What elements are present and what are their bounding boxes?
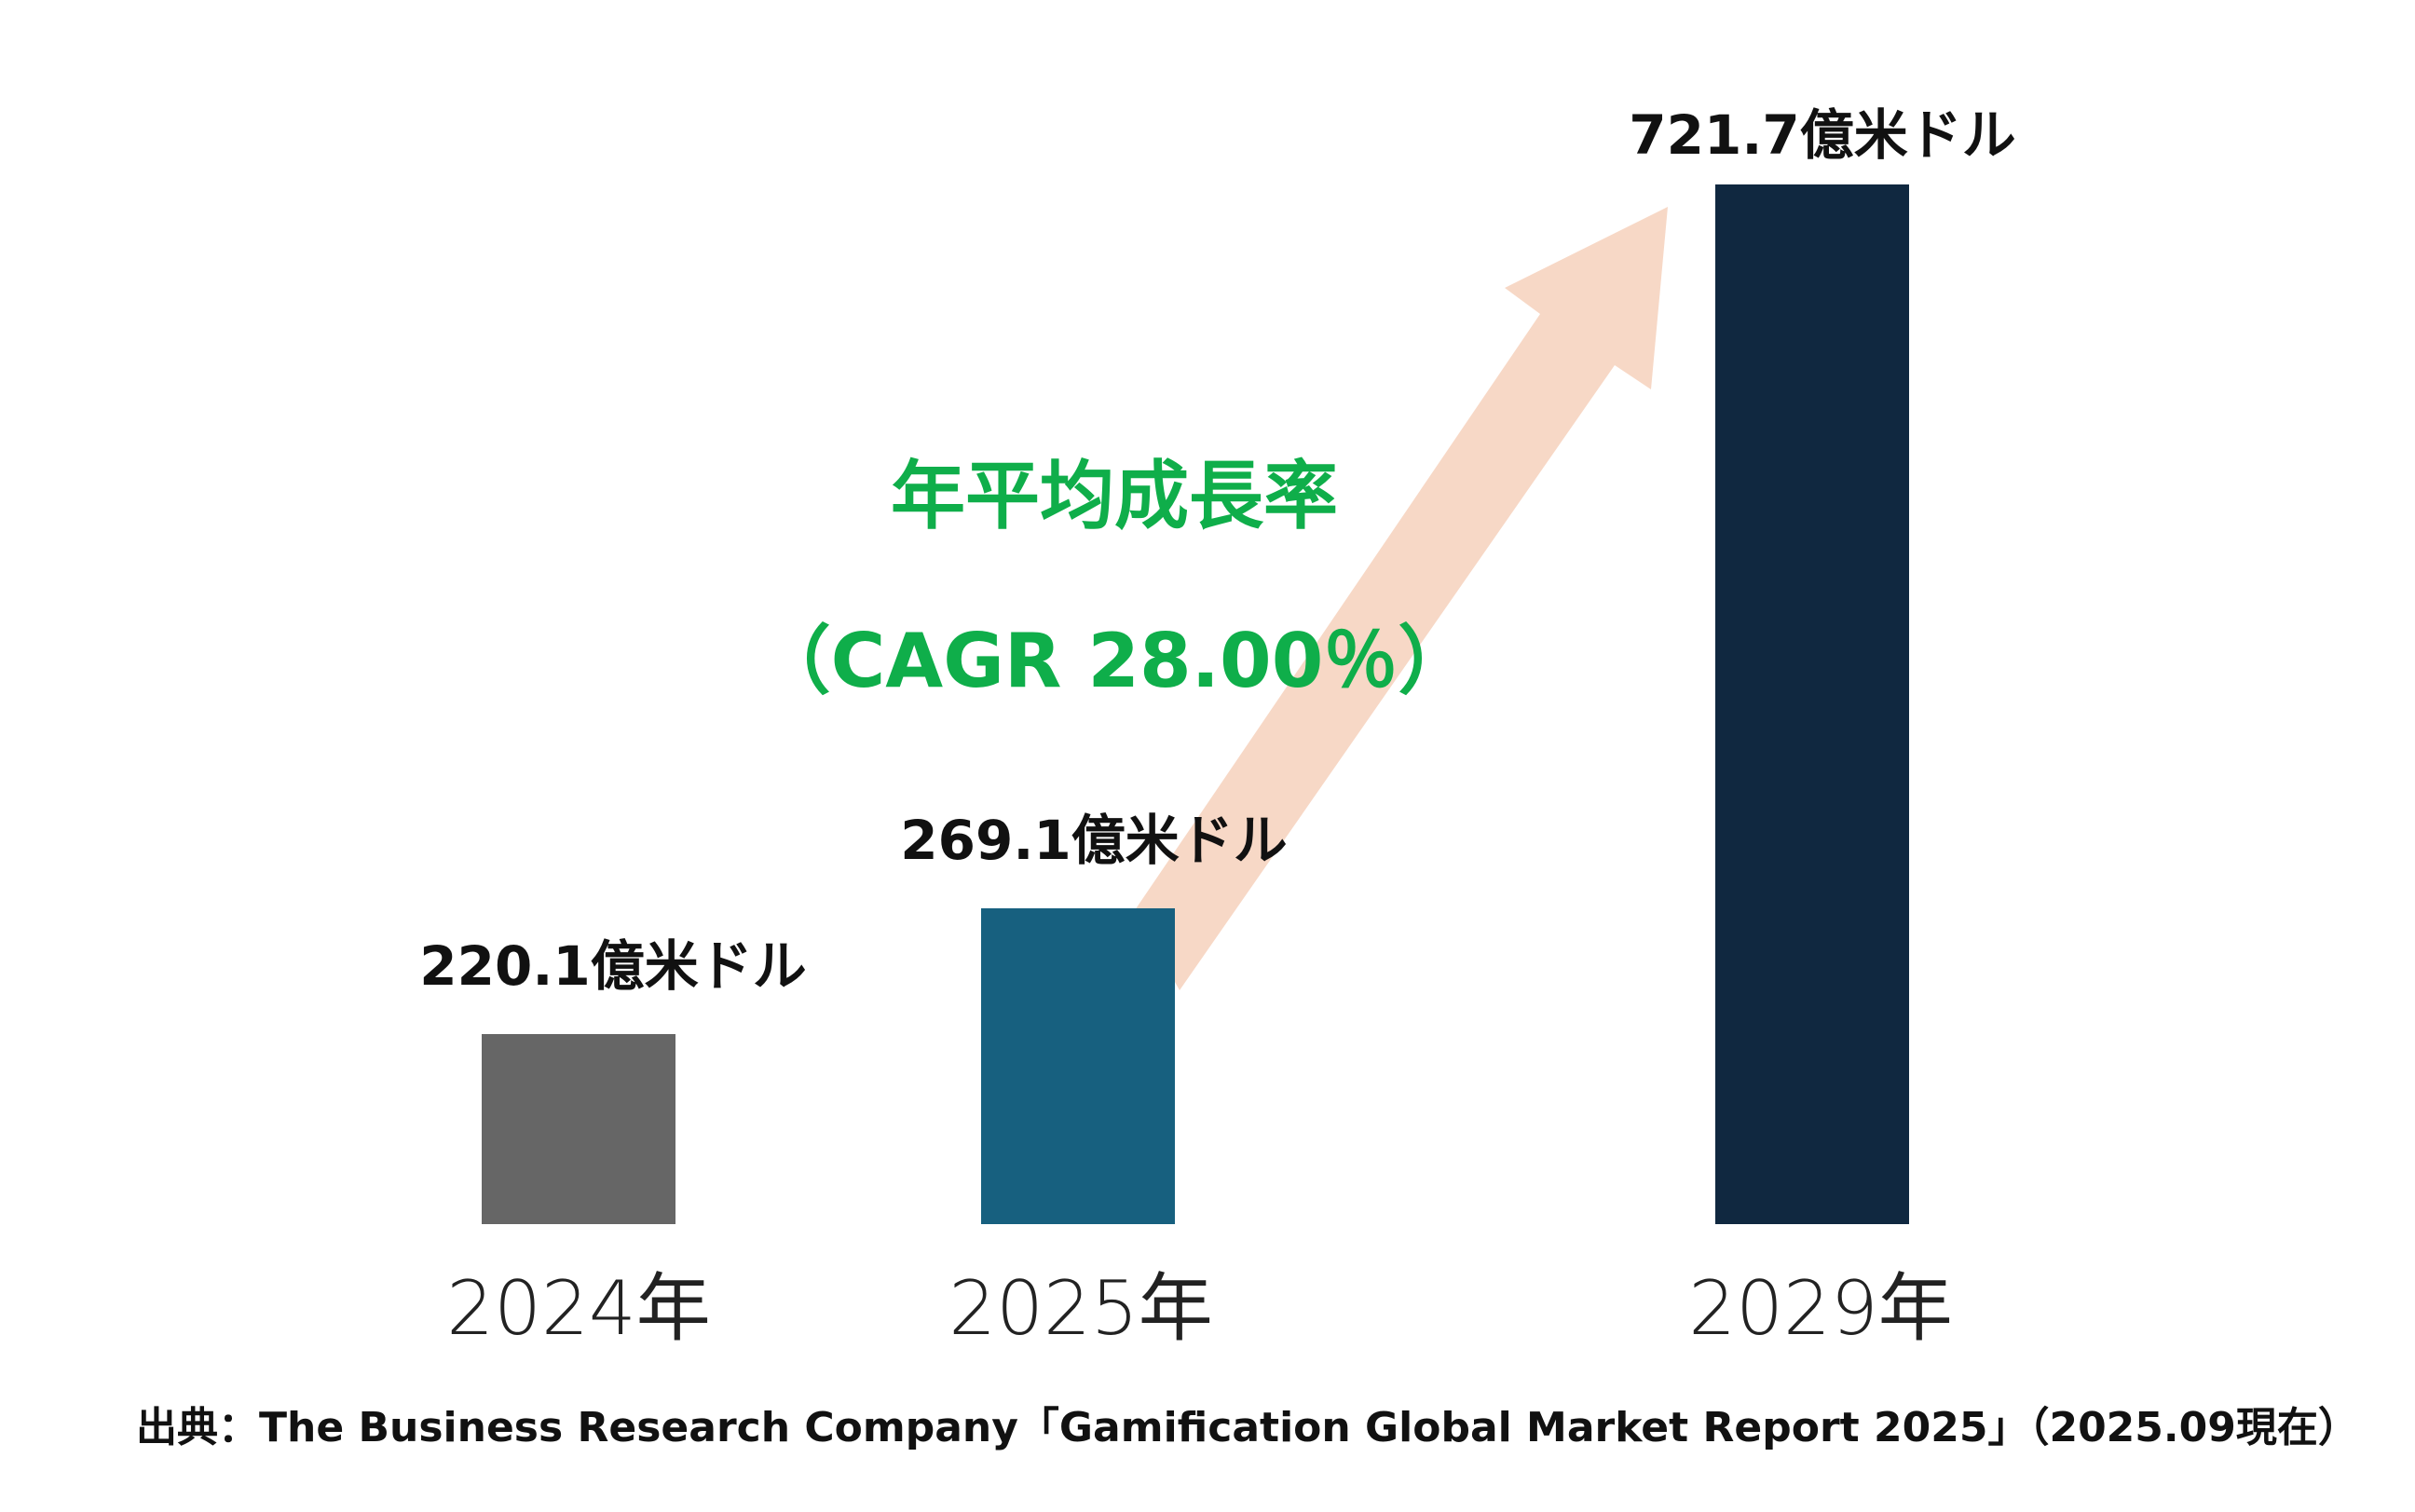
x-tick-2029: 2029年 — [1688, 1265, 1953, 1352]
bar-2029 — [1715, 184, 1909, 1224]
source-note: 出典：The Business Research Company「Gamific… — [136, 1404, 2359, 1451]
bar-2025 — [981, 908, 1175, 1224]
cagr-title: 年平均成長率 — [891, 453, 1338, 539]
value-label-2025: 269.1億米ドル — [900, 809, 1288, 872]
growth-arrow — [1135, 207, 1668, 990]
value-label-2029: 721.7億米ドル — [1629, 103, 2016, 167]
x-tick-2025: 2025年 — [948, 1265, 1213, 1352]
value-label-2024: 220.1億米ドル — [419, 934, 807, 998]
x-tick-2024: 2024年 — [446, 1265, 711, 1352]
cagr-value: （CAGR 28.00％） — [756, 618, 1473, 704]
bar-2024 — [482, 1034, 675, 1224]
